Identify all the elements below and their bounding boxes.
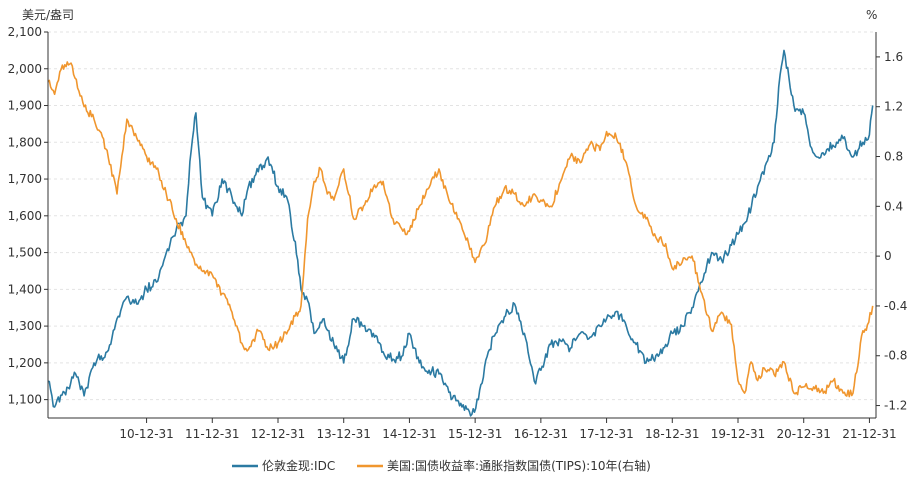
right-axis-ticks: -1.2 -0.8 -0.4 0 0.4 0.8 1.2 1.6 (876, 50, 907, 413)
legend-item-gold[interactable]: 伦敦金现:IDC (232, 458, 335, 473)
right-tick-label-0: -1.2 (884, 399, 907, 413)
x-tick-label-11: 21-12-31 (842, 427, 896, 441)
gridlines (48, 31, 876, 401)
legend: 伦敦金现:IDC 美国:国债收益率:通胀指数国债(TIPS):10年(右轴) (232, 458, 651, 473)
series-lines (47, 49, 874, 417)
left-tick-label-0: 1,100 (8, 393, 42, 407)
left-tick-label-10: 2,100 (8, 25, 42, 39)
right-tick-label-5: 0.8 (884, 150, 903, 164)
right-tick-label-2: -0.4 (884, 299, 907, 313)
x-tick-label-7: 17-12-31 (579, 427, 633, 441)
x-tick-label-6: 16-12-31 (514, 427, 568, 441)
left-tick-label-9: 2,000 (8, 62, 42, 76)
left-tick-label-7: 1,800 (8, 135, 42, 149)
legend-item-tips[interactable]: 美国:国债收益率:通胀指数国债(TIPS):10年(右轴) (357, 458, 651, 473)
left-tick-label-5: 1,600 (8, 209, 42, 223)
series-line-1 (47, 61, 874, 398)
x-tick-label-2: 12-12-31 (251, 427, 305, 441)
right-axis-unit: % (866, 8, 877, 22)
left-tick-label-3: 1,400 (8, 282, 42, 296)
left-tick-label-6: 1,700 (8, 172, 42, 186)
right-tick-label-7: 1.6 (884, 50, 903, 64)
left-axis-unit: 美元/盎司 (22, 8, 74, 22)
left-tick-label-1: 1,200 (8, 356, 42, 370)
right-tick-label-1: -0.8 (884, 349, 907, 363)
left-axis-ticks: 1,100 1,200 1,300 1,400 1,500 1,600 1,700 1,800… (8, 25, 48, 407)
series-line-0 (47, 49, 874, 417)
x-tick-label-4: 14-12-31 (382, 427, 436, 441)
x-tick-label-0: 10-12-31 (119, 427, 173, 441)
x-tick-label-9: 19-12-31 (711, 427, 765, 441)
left-tick-label-4: 1,500 (8, 246, 42, 260)
left-tick-label-8: 1,900 (8, 99, 42, 113)
legend-label-gold: 伦敦金现:IDC (262, 458, 335, 473)
right-tick-label-3: 0 (884, 249, 892, 263)
x-tick-label-10: 20-12-31 (776, 427, 830, 441)
legend-label-tips: 美国:国债收益率:通胀指数国债(TIPS):10年(右轴) (387, 458, 651, 473)
x-tick-label-1: 11-12-31 (185, 427, 239, 441)
x-tick-label-5: 15-12-31 (448, 427, 502, 441)
right-tick-label-4: 0.4 (884, 199, 903, 213)
x-axis-ticks: 10-12-31 11-12-31 12-12-31 13-12-31 14-12-31… (119, 418, 897, 441)
x-tick-label-3: 13-12-31 (316, 427, 370, 441)
left-tick-label-2: 1,300 (8, 319, 42, 333)
x-tick-label-8: 18-12-31 (645, 427, 699, 441)
right-tick-label-6: 1.2 (884, 100, 903, 114)
